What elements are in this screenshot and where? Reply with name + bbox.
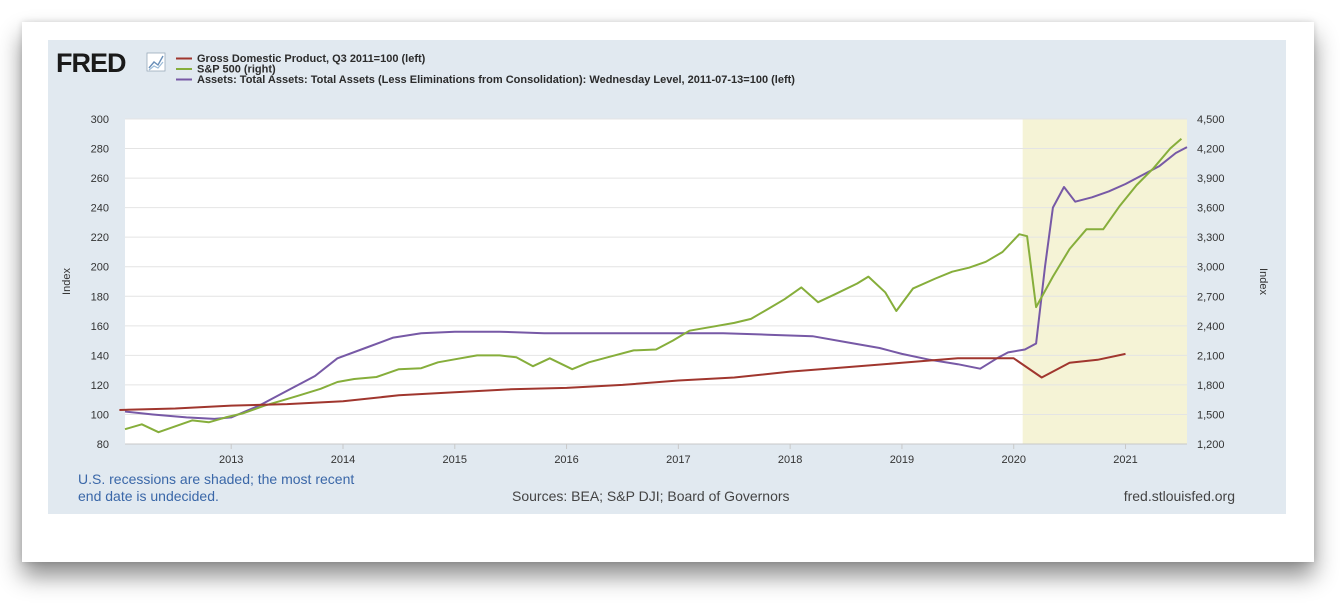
y-left-tick-label: 300 [91,114,109,126]
x-tick-label: 2020 [1001,454,1025,466]
y-left-tick-label: 100 [91,409,109,421]
plot-area: 80 100 120 140 160 180 200 220 240 260 280 300 1,200… [91,114,1225,466]
x-tick-label: 2014 [331,454,355,466]
plot-background [125,119,1187,444]
y-left-tick-label: 140 [91,350,109,362]
recession-note-line2: end date is undecided. [78,488,219,504]
y-axis-right-label: Index [1257,268,1269,295]
site-link[interactable]: fred.stlouisfed.org [1124,488,1235,504]
x-tick-label: 2019 [890,454,914,466]
y-left-tick-label: 180 [91,291,109,303]
y-right-tick-label: 1,500 [1197,409,1225,421]
series-line [119,352,1126,411]
x-tick-label: 2021 [1113,454,1137,466]
y-right-tick-label: 3,600 [1197,203,1225,215]
x-tick-label: 2018 [778,454,802,466]
logo-text: FRED [56,48,126,78]
y-left-tick-label: 240 [91,203,109,215]
x-tick-label: 2016 [554,454,578,466]
y-right-tick-label: 4,500 [1197,114,1225,126]
y-right-tick-label: 1,800 [1197,380,1225,392]
y-right-tick-label: 3,300 [1197,232,1225,244]
sources-text: Sources: BEA; S&P DJI; Board of Governor… [512,488,790,504]
y-right-tick-label: 4,200 [1197,144,1225,156]
y-left-tick-label: 200 [91,262,109,274]
y-left-tick-label: 80 [97,439,109,451]
y-left-tick-label: 260 [91,173,109,185]
chart: FRED Gross Domestic Product, Q3 2011=100… [56,48,1269,504]
y-left-tick-label: 220 [91,232,109,244]
x-tick-label: 2017 [666,454,690,466]
logo-graph-icon [146,52,166,72]
fred-logo[interactable]: FRED [56,48,166,78]
series-line [124,137,1183,434]
x-tick-label: 2013 [219,454,243,466]
y-right-tick-label: 2,100 [1197,350,1225,362]
y-right-tick-label: 2,700 [1197,291,1225,303]
y-left-tick-label: 120 [91,380,109,392]
y-left-tick-label: 160 [91,321,109,333]
y-right-tick-label: 1,200 [1197,439,1225,451]
recession-shading [1022,119,1187,444]
y-right-tick-label: 3,900 [1197,173,1225,185]
legend-entry: Gross Domestic Product, Q3 2011=100 (lef… [197,53,426,65]
legend-entry: Assets: Total Assets: Total Assets (Less… [197,74,795,86]
graph-card: FRED Gross Domestic Product, Q3 2011=100… [48,40,1286,514]
legend: Gross Domestic Product, Q3 2011=100 (lef… [176,53,795,86]
legend-entry: S&P 500 (right) [197,64,276,76]
x-tick-label: 2015 [443,454,467,466]
recession-note-line1: U.S. recessions are shaded; the most rec… [78,471,354,487]
y-left-tick-label: 280 [91,144,109,156]
y-axis-left-label: Index [61,268,73,295]
y-right-tick-label: 2,400 [1197,321,1225,333]
y-right-tick-label: 3,000 [1197,262,1225,274]
series-line [124,146,1188,420]
